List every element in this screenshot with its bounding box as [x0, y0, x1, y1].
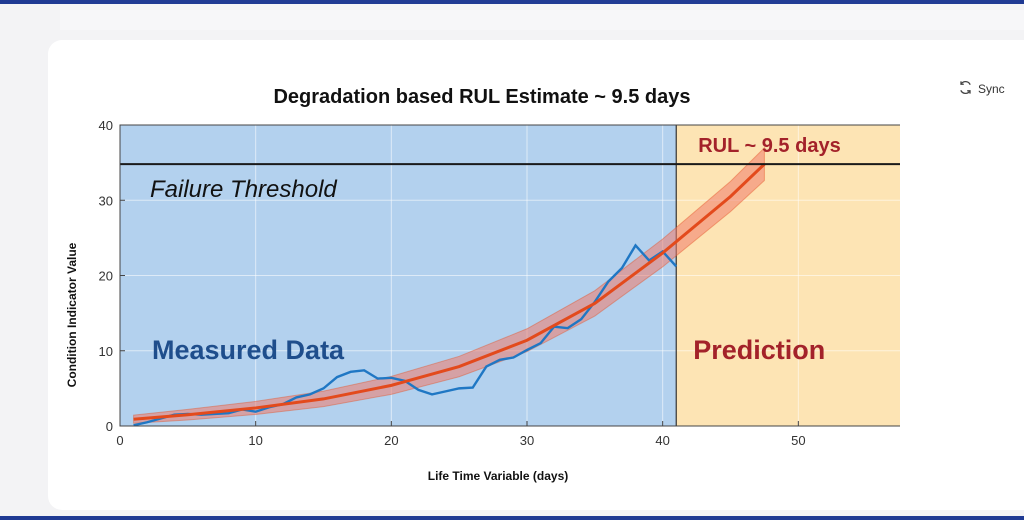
y-tick-label: 10	[99, 344, 113, 359]
measured-data-label: Measured Data	[152, 335, 345, 365]
x-tick-label: 40	[655, 433, 669, 448]
clipped-series	[133, 146, 766, 426]
x-axis-label: Life Time Variable (days)	[428, 469, 569, 483]
y-tick-label: 0	[106, 419, 113, 434]
failure-threshold-label: Failure Threshold	[150, 176, 337, 203]
chart-title: Degradation based RUL Estimate ~ 9.5 day…	[273, 86, 690, 108]
x-tick-label: 0	[116, 433, 123, 448]
rul-label: RUL ~ 9.5 days	[698, 135, 840, 157]
series-prediction-line	[133, 163, 766, 421]
y-tick-label: 20	[99, 269, 113, 284]
sync-label: Sync	[978, 82, 1005, 96]
x-tick-label: 30	[520, 433, 534, 448]
y-axis-label: Condition Indicator Value	[65, 242, 79, 387]
rul-chart: Degradation based RUL Estimate ~ 9.5 day…	[65, 86, 900, 483]
x-tick-label: 20	[384, 433, 398, 448]
prediction-label: Prediction	[693, 335, 825, 365]
y-tick-label: 40	[99, 118, 113, 133]
top-border	[0, 0, 1024, 4]
bottom-border	[0, 516, 1024, 520]
plot-area: Failure Threshold Measured Data Prediction…	[99, 118, 900, 448]
refresh-icon	[958, 80, 973, 98]
y-tick-label: 30	[99, 193, 113, 208]
x-tick-label: 50	[791, 433, 805, 448]
sync-button[interactable]: Sync	[958, 80, 1005, 98]
x-tick-label: 10	[248, 433, 262, 448]
top-strip	[60, 10, 1024, 30]
